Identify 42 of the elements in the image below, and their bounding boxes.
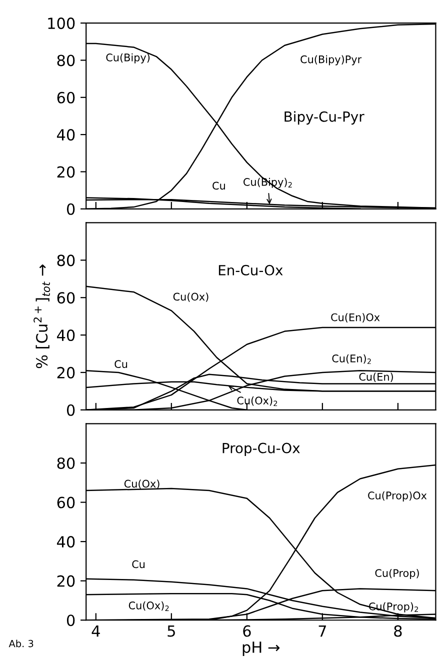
series-label: Cu(Prop) (375, 568, 419, 580)
x-tick-label: 5 (168, 625, 175, 637)
y-tick-label: 60 (57, 92, 75, 104)
y-tick-label: 0 (66, 203, 75, 215)
text: Ab. 3 (8, 640, 34, 648)
legend-label: Cu(Ox)$_{2}$ (237, 396, 278, 406)
series-label: Cu (212, 182, 225, 190)
series-label: Cu(Ox) (173, 292, 208, 302)
y-tick-label: 80 (57, 254, 75, 266)
series-label: Cu(En)$_{2}$ (332, 354, 371, 364)
x-tick-label: 8 (394, 625, 402, 637)
text: Prop-Cu-Ox (222, 442, 300, 456)
y-tick-label: 20 (57, 575, 75, 587)
x-tick-label: 7 (318, 625, 326, 637)
x-tick-label: 4 (92, 625, 100, 637)
y-tick-label: 40 (56, 129, 75, 141)
series-label: Cu(Bipy)Pyr (300, 55, 362, 66)
series-label: Cu (132, 560, 145, 568)
series-label: Cu(Prop)Ox (368, 491, 427, 502)
series-label: Cu(Bipy) (106, 53, 150, 64)
y-tick-label: 20 (57, 366, 75, 378)
y-tick-label: 40 (56, 536, 75, 548)
y-axis-title: % [Cu$^{2+}$]$_{tot}$ → (34, 264, 50, 368)
series-label: Cu (114, 360, 128, 368)
text: En-Cu-Ox (218, 264, 283, 276)
y-tick-label: 60 (57, 292, 75, 304)
series-label: Cu(Ox)$_{2}$ (128, 601, 169, 611)
y-tick-label: 80 (57, 457, 75, 470)
y-tick-label: 80 (57, 54, 75, 66)
y-tick-label: 60 (57, 496, 75, 508)
y-tick-label: 40 (56, 330, 75, 342)
y-tick-label: 0 (66, 614, 75, 626)
series-label: Cu(En) (359, 372, 393, 382)
y-tick-label: 20 (57, 166, 75, 178)
y-tick-label: 0 (66, 404, 75, 416)
x-axis-title: pH → (242, 642, 280, 656)
y-tick-label: 100 (48, 18, 75, 30)
series-label: Cu(Prop)$_{2}$ (369, 602, 418, 612)
text: Bipy-Cu-Pyr (284, 111, 364, 125)
x-tick-label: 6 (243, 625, 251, 637)
series-label: Cu(Ox) (124, 480, 160, 489)
series-label: Cu(En)Ox (331, 313, 380, 322)
